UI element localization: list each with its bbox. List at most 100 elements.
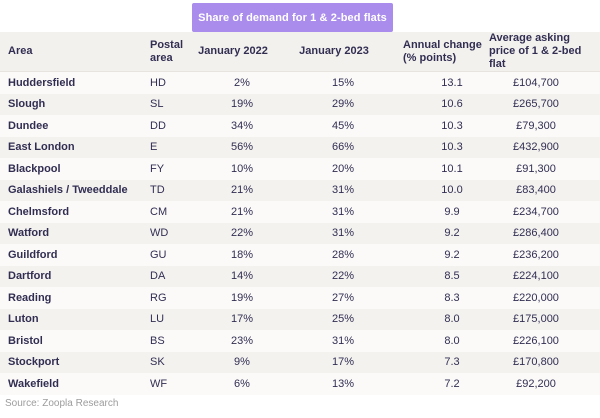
postal-area-cell: WF — [150, 377, 168, 390]
annual-change-cell: 7.2 — [444, 377, 460, 390]
postal-area-cell: SL — [150, 98, 164, 111]
jan-2023-cell: 27% — [331, 291, 355, 304]
postal-area-cell: TD — [150, 184, 165, 197]
annual-change-cell: 8.0 — [444, 334, 460, 347]
jan-2022-cell: 56% — [230, 141, 254, 154]
annual-change-cell: 10.6 — [441, 98, 463, 111]
postal-area-cell: WD — [150, 227, 169, 240]
jan-2022-cell: 18% — [230, 248, 254, 261]
area-cell: Chelmsford — [8, 205, 70, 218]
table-row: Blackpool FY 10% 20% 10.1 £91,300 — [0, 158, 600, 180]
column-header-average-price: Average asking price of 1 & 2-bed flat — [488, 32, 600, 72]
table-title-banner: Share of demand for 1 & 2-bed flats — [192, 3, 393, 32]
jan-2023-cell: 13% — [331, 377, 355, 390]
postal-area-cell: DA — [150, 270, 166, 283]
table-row: Huddersfield HD 2% 15% 13.1 £104,700 — [0, 71, 600, 94]
table-body: Huddersfield HD 2% 15% 13.1 £104,700 Slough SL 1… — [0, 71, 600, 395]
avg-price-cell: £220,000 — [513, 291, 559, 304]
postal-area-cell: LU — [150, 313, 165, 326]
annual-change-cell: 9.9 — [444, 205, 460, 218]
avg-price-cell: £83,400 — [516, 184, 556, 197]
area-cell: Guildford — [8, 248, 58, 261]
column-header-area: Area — [0, 32, 140, 72]
demand-table: Area Postal area January 2022 January 20… — [0, 32, 600, 395]
table-row: Slough SL 19% 29% 10.6 £265,700 — [0, 93, 600, 115]
column-header-january-2023: January 2023 — [292, 32, 394, 72]
avg-price-cell: £104,700 — [513, 76, 559, 89]
jan-2023-cell: 31% — [331, 227, 355, 240]
column-header-postal-area: Postal area — [140, 32, 192, 72]
annual-change-cell: 10.1 — [441, 162, 463, 175]
postal-area-cell: CM — [150, 205, 168, 218]
area-cell: Wakefield — [8, 377, 59, 390]
avg-price-cell: £226,100 — [513, 334, 559, 347]
table-row: Luton LU 17% 25% 8.0 £175,000 — [0, 308, 600, 330]
postal-area-cell: GU — [150, 248, 167, 261]
postal-area-cell: DD — [150, 119, 166, 132]
avg-price-cell: £265,700 — [513, 98, 559, 111]
jan-2022-cell: 21% — [230, 205, 254, 218]
jan-2023-cell: 22% — [331, 270, 355, 283]
area-cell: Watford — [8, 227, 50, 240]
table-row: Watford WD 22% 31% 9.2 £286,400 — [0, 222, 600, 244]
annual-change-cell: 10.3 — [441, 119, 463, 132]
avg-price-cell: £286,400 — [513, 227, 559, 240]
annual-change-cell: 13.1 — [441, 76, 463, 89]
jan-2023-cell: 17% — [331, 356, 355, 369]
annual-change-cell: 9.2 — [444, 227, 460, 240]
jan-2023-cell: 31% — [331, 205, 355, 218]
area-cell: Huddersfield — [8, 76, 76, 89]
avg-price-cell: £91,300 — [516, 162, 556, 175]
table-header: Area Postal area January 2022 January 20… — [0, 32, 600, 72]
annual-change-cell: 8.5 — [444, 270, 460, 283]
postal-area-cell: BS — [150, 334, 165, 347]
postal-area-cell: RG — [150, 291, 167, 304]
jan-2023-cell: 28% — [331, 248, 355, 261]
avg-price-cell: £92,200 — [516, 377, 556, 390]
annual-change-cell: 9.2 — [444, 248, 460, 261]
postal-area-cell: SK — [150, 356, 165, 369]
avg-price-cell: £175,000 — [513, 313, 559, 326]
area-cell: Slough — [8, 98, 46, 111]
jan-2022-cell: 22% — [230, 227, 254, 240]
jan-2022-cell: 2% — [234, 76, 250, 89]
avg-price-cell: £234,700 — [513, 205, 559, 218]
column-header-january-2022: January 2022 — [192, 32, 292, 72]
area-cell: Galashiels / Tweeddale — [8, 184, 128, 197]
table-row: Stockport SK 9% 17% 7.3 £170,800 — [0, 351, 600, 373]
area-cell: Stockport — [8, 356, 60, 369]
jan-2023-cell: 45% — [331, 119, 355, 132]
table-row: Dundee DD 34% 45% 10.3 £79,300 — [0, 115, 600, 137]
jan-2023-cell: 66% — [331, 141, 355, 154]
jan-2022-cell: 17% — [230, 313, 254, 326]
source-attribution: Source: Zoopla Research — [5, 398, 119, 409]
area-cell: Blackpool — [8, 162, 61, 175]
jan-2022-cell: 23% — [230, 334, 254, 347]
area-cell: Dundee — [8, 119, 49, 132]
avg-price-cell: £236,200 — [513, 248, 559, 261]
area-cell: Luton — [8, 313, 39, 326]
jan-2022-cell: 21% — [230, 184, 254, 197]
jan-2022-cell: 9% — [234, 356, 250, 369]
jan-2022-cell: 10% — [230, 162, 254, 175]
table-row: Wakefield WF 6% 13% 7.2 £92,200 — [0, 373, 600, 395]
area-cell: East London — [8, 141, 75, 154]
jan-2023-cell: 29% — [331, 98, 355, 111]
jan-2023-cell: 31% — [331, 334, 355, 347]
jan-2022-cell: 34% — [230, 119, 254, 132]
jan-2023-cell: 25% — [331, 313, 355, 326]
annual-change-cell: 10.3 — [441, 141, 463, 154]
postal-area-cell: HD — [150, 76, 166, 89]
area-cell: Bristol — [8, 334, 43, 347]
table-row: Galashiels / Tweeddale TD 21% 31% 10.0 £83,40… — [0, 179, 600, 201]
annual-change-cell: 10.0 — [441, 184, 463, 197]
table-row: Dartford DA 14% 22% 8.5 £224,100 — [0, 265, 600, 287]
area-cell: Reading — [8, 291, 52, 304]
jan-2022-cell: 14% — [230, 270, 254, 283]
table-row: Reading RG 19% 27% 8.3 £220,000 — [0, 287, 600, 309]
area-cell: Dartford — [8, 270, 52, 283]
table-row: Guildford GU 18% 28% 9.2 £236,200 — [0, 244, 600, 266]
jan-2023-cell: 20% — [331, 162, 355, 175]
annual-change-cell: 7.3 — [444, 356, 460, 369]
